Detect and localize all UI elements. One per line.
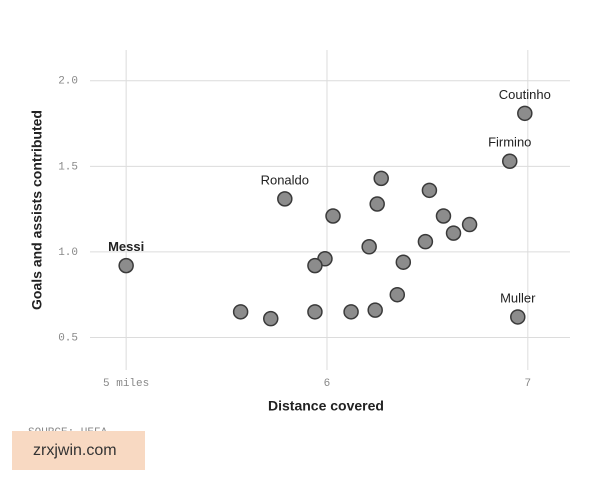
point — [232, 304, 249, 320]
point-label: Messi — [108, 239, 144, 254]
y-tick-label: 0.5 — [58, 332, 78, 344]
point — [263, 310, 279, 327]
y-tick-label: 1.0 — [58, 247, 78, 259]
point — [361, 239, 377, 255]
point — [389, 286, 406, 303]
point-label: Firmino — [488, 135, 531, 150]
y-axis-title: Goals and assists contributed — [29, 110, 45, 310]
watermark-box — [12, 431, 145, 470]
point — [395, 254, 412, 270]
x-axis-title: Distance covered — [268, 398, 384, 414]
x-tick-label: 7 — [525, 378, 532, 390]
point — [307, 257, 323, 274]
point — [435, 208, 452, 224]
watermark: zrxjwin.com — [33, 442, 117, 459]
point — [373, 170, 389, 187]
y-tick-label: 1.5 — [58, 161, 78, 173]
point — [517, 105, 533, 122]
point — [501, 153, 518, 169]
point-label: Muller — [500, 290, 536, 305]
point — [277, 191, 293, 207]
point — [118, 257, 134, 274]
point — [417, 233, 434, 250]
point — [461, 216, 478, 233]
point — [510, 309, 526, 325]
x-tick-label: 5 miles — [103, 378, 149, 390]
point — [421, 182, 438, 199]
point — [369, 196, 385, 212]
point — [307, 304, 323, 320]
point-label: Coutinho — [499, 87, 551, 102]
point-label: Ronaldo — [261, 172, 309, 187]
point — [325, 208, 341, 224]
x-tick-label: 6 — [324, 378, 331, 390]
y-tick-label: 2.0 — [58, 76, 78, 88]
point — [367, 302, 383, 318]
point — [445, 225, 462, 241]
point — [343, 304, 359, 320]
